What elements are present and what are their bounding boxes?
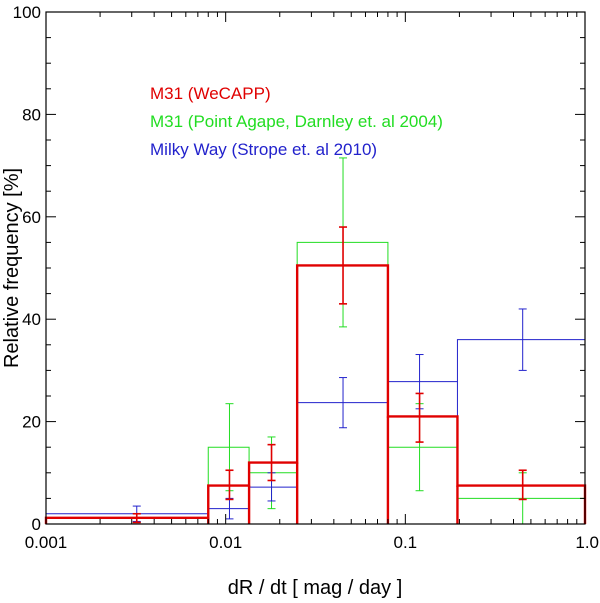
y-tick-label: 0 bbox=[32, 515, 41, 534]
x-tick-label: 0.1 bbox=[394, 533, 418, 552]
legend-entry-1: M31 (Point Agape, Darnley et. al 2004) bbox=[150, 112, 443, 131]
x-axis-title: dR / dt [ mag / day ] bbox=[228, 577, 403, 599]
y-tick-label: 60 bbox=[22, 208, 41, 227]
x-tick-label: 0.001 bbox=[25, 533, 68, 552]
ticks-layer: 0.001 0.01 0.1 1.0 0 20 40 60 80 100 bbox=[13, 3, 599, 552]
x-tick-label: 0.01 bbox=[209, 533, 242, 552]
y-tick-label: 40 bbox=[22, 310, 41, 329]
x-tick-label: 1.0 bbox=[575, 533, 599, 552]
y-tick-label: 80 bbox=[22, 105, 41, 124]
legend-entry-0: M31 (WeCAPP) bbox=[150, 84, 271, 103]
series-step-line bbox=[44, 264, 587, 524]
series-0 bbox=[44, 226, 587, 524]
legend: M31 (WeCAPP) M31 (Point Agape, Darnley et… bbox=[150, 84, 443, 159]
legend-entry-2: Milky Way (Strope et. al 2010) bbox=[150, 140, 377, 159]
y-axis-title: Relative frequency [%] bbox=[1, 168, 23, 368]
series-layer bbox=[44, 157, 587, 525]
y-tick-label: 20 bbox=[22, 413, 41, 432]
y-tick-label: 100 bbox=[13, 3, 41, 22]
